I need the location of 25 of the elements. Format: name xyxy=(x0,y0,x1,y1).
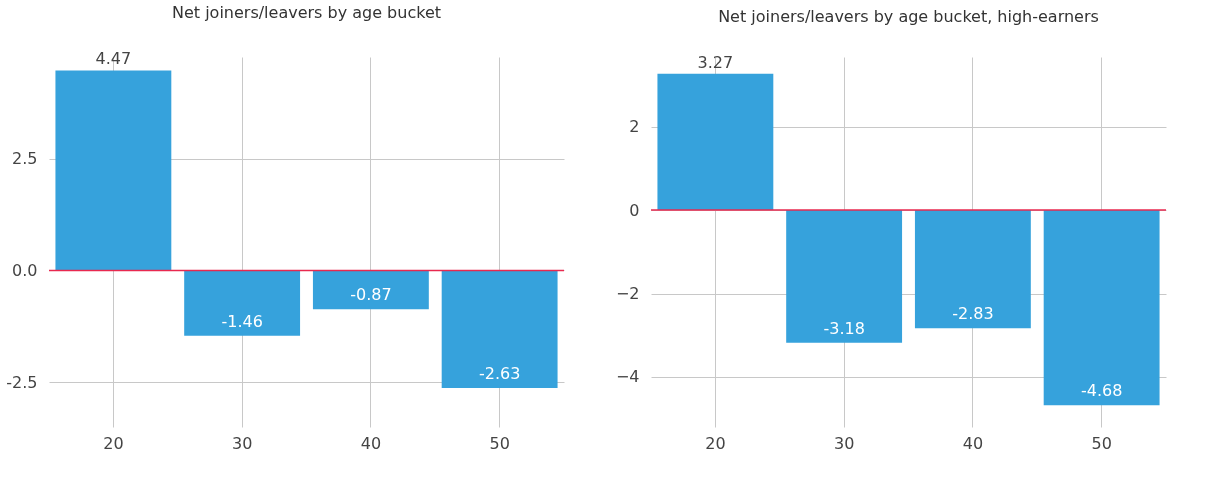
data-label: -3.18 xyxy=(823,318,865,338)
x-tick-label: 50 xyxy=(489,433,510,453)
x-tick-label: 50 xyxy=(1091,433,1112,453)
data-label: -1.46 xyxy=(221,311,263,331)
data-label: 3.27 xyxy=(697,52,734,72)
x-tick-label: 30 xyxy=(833,433,855,453)
y-tick-label: 2 xyxy=(629,117,640,137)
y-tick-label: 0.0 xyxy=(12,260,38,280)
x-tick-label: 40 xyxy=(962,433,984,453)
data-label: 4.47 xyxy=(95,49,132,69)
x-tick-label: 20 xyxy=(705,433,726,453)
y-tick-label: -2.5 xyxy=(6,372,38,392)
chart-title: Net joiners/leavers by age bucket xyxy=(171,3,442,23)
y-tick-label: −2 xyxy=(615,284,640,304)
data-label: -0.87 xyxy=(350,285,392,305)
data-label: -2.83 xyxy=(952,304,994,324)
y-tick-label: 2.5 xyxy=(12,149,38,169)
x-tick-label: 30 xyxy=(231,433,253,453)
x-tick-label: 40 xyxy=(360,433,382,453)
chart-title: Net joiners/leavers by age bucket, high-earners xyxy=(718,6,1099,26)
data-label: -2.63 xyxy=(478,364,521,384)
x-tick-label: 20 xyxy=(103,433,124,453)
y-tick-label: 0 xyxy=(629,200,640,220)
y-tick-label: −4 xyxy=(615,367,640,387)
data-label: -4.68 xyxy=(1080,381,1123,401)
